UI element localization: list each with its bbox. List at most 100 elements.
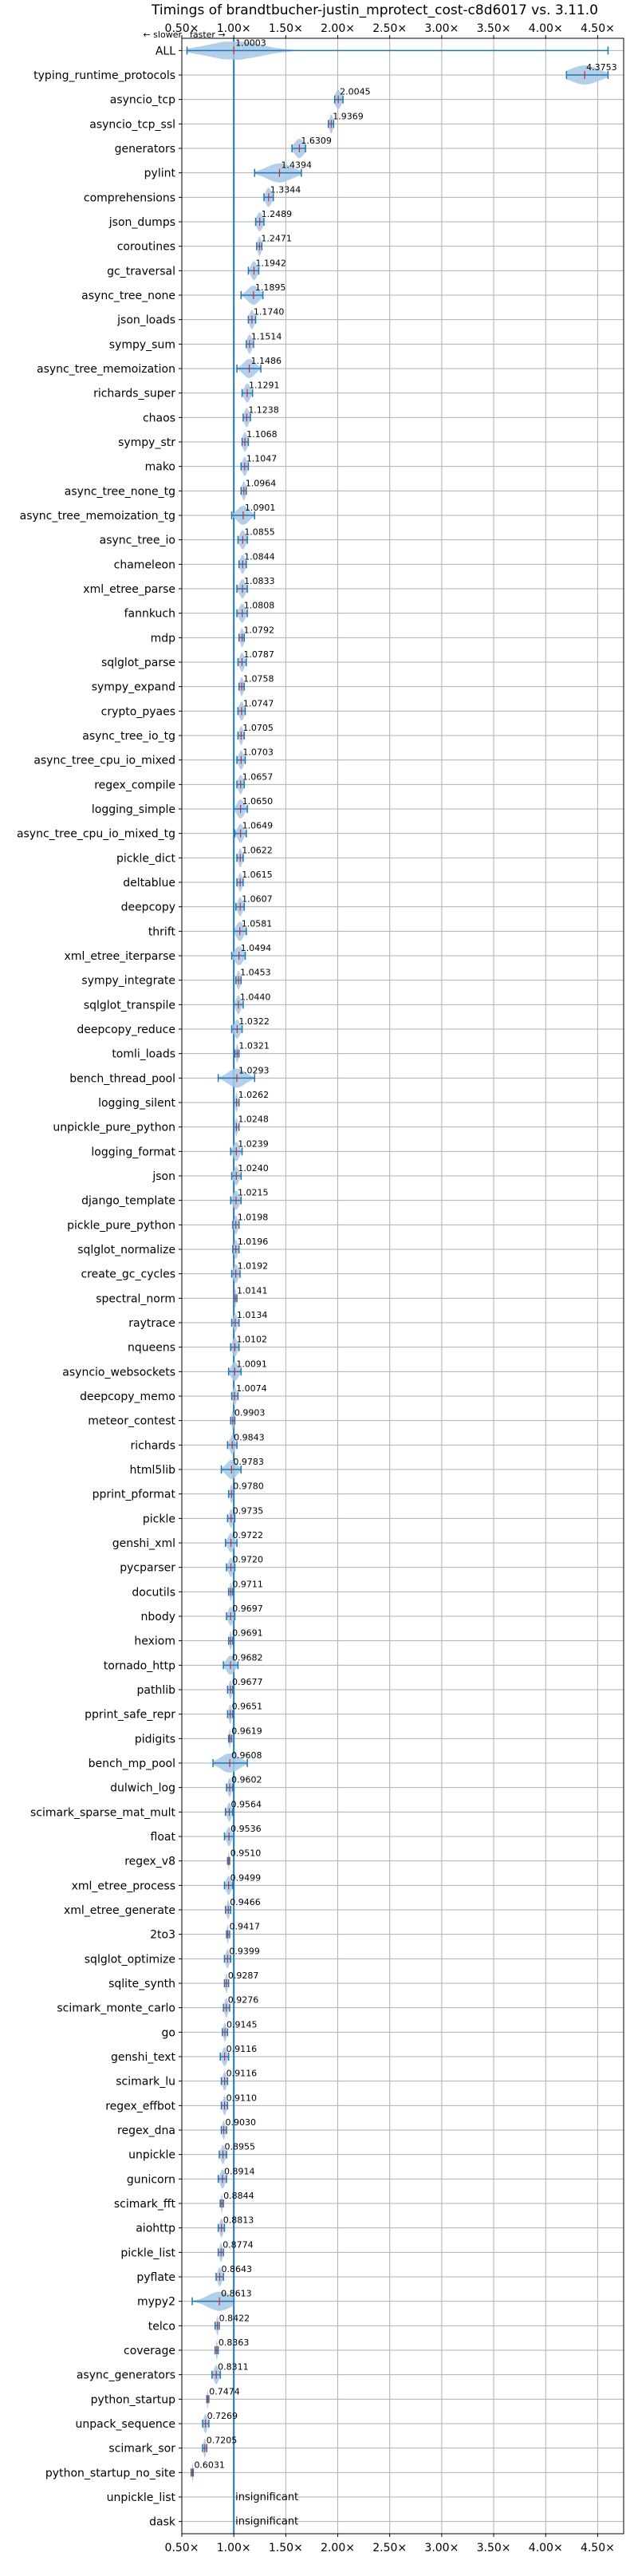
value-label: 0.9903: [234, 1408, 266, 1418]
value-label: 0.9619: [231, 1726, 262, 1736]
value-label: 1.0215: [238, 1188, 269, 1198]
benchmark-label: float: [151, 1831, 176, 1844]
benchmark-label: scimark_fft: [114, 2198, 176, 2211]
value-label: 1.0321: [238, 1041, 270, 1051]
slower-note: ← slower: [143, 30, 182, 40]
benchmark-label: chaos: [143, 412, 175, 424]
benchmark-label: sympy_sum: [109, 338, 175, 351]
value-label: 1.0705: [242, 723, 274, 733]
value-label: 1.1291: [249, 381, 280, 391]
benchmark-label: spectral_norm: [96, 1292, 175, 1305]
benchmark-label: genshi_text: [111, 2051, 176, 2064]
benchmark-label: python_startup: [91, 2393, 175, 2406]
benchmark-label: async_tree_none_tg: [65, 485, 175, 498]
value-label: 0.8422: [219, 2313, 250, 2323]
benchmark-label: sqlglot_parse: [101, 657, 175, 669]
x-tick-label-bottom: 2.00×: [321, 2542, 355, 2554]
benchmark-label: xml_etree_generate: [64, 1904, 175, 1917]
value-label: 0.9608: [231, 1750, 262, 1761]
value-label: 0.9691: [232, 1628, 263, 1639]
value-label: 0.9499: [230, 1872, 262, 1883]
benchmark-label: pyflate: [136, 2271, 175, 2284]
value-label: 2.0045: [340, 87, 371, 97]
x-tick-label-bottom: 3.00×: [424, 2542, 459, 2554]
value-label: 1.1895: [255, 282, 286, 293]
benchmark-label: sympy_expand: [92, 681, 175, 694]
benchmark-label: asyncio_tcp_ssl: [89, 118, 175, 131]
benchmark-label: go: [162, 2026, 175, 2039]
value-label: 1.0074: [236, 1383, 267, 1394]
value-label: 1.0322: [238, 1016, 270, 1027]
benchmark-label: coroutines: [117, 241, 175, 254]
benchmark-label: unpack_sequence: [76, 2418, 175, 2431]
benchmark-label: regex_compile: [94, 779, 175, 791]
value-label: 0.7474: [209, 2386, 240, 2397]
value-label: 1.0134: [237, 1310, 268, 1320]
benchmark-label: sqlglot_transpile: [84, 999, 175, 1012]
value-label: 0.9399: [229, 1946, 260, 1956]
x-tick-label-top: 3.50×: [477, 22, 511, 35]
value-label: 0.9110: [226, 2093, 258, 2103]
benchmark-label: generators: [115, 143, 175, 156]
value-label: 1.0198: [238, 1212, 269, 1222]
benchmark-label: tomli_loads: [112, 1048, 175, 1061]
benchmark-label: aiohttp: [136, 2223, 175, 2235]
benchmark-label: asyncio_websockets: [62, 1366, 175, 1379]
benchmark-label: json_loads: [116, 314, 175, 327]
value-label: 1.0240: [238, 1163, 269, 1174]
value-label: 0.8311: [218, 2362, 249, 2373]
benchmark-label: tornado_http: [104, 1659, 175, 1672]
benchmark-label: genshi_xml: [112, 1537, 175, 1550]
benchmark-label: python_startup_no_site: [45, 2467, 175, 2479]
benchmark-label: async_tree_io_tg: [82, 730, 175, 743]
benchmark-label: pickle_dict: [116, 852, 176, 865]
value-label: 1.0196: [238, 1237, 269, 1247]
benchmark-label: richards_super: [93, 388, 175, 400]
value-label: 1.0581: [242, 918, 273, 929]
benchmark-label: dask: [149, 2516, 176, 2529]
value-label: 0.8774: [223, 2239, 254, 2250]
value-label: 1.0901: [245, 503, 276, 513]
value-label: 1.1514: [251, 331, 282, 341]
insignificant-label: insignificant: [235, 2516, 298, 2528]
benchmark-label: async_tree_cpu_io_mixed: [33, 755, 175, 767]
benchmark-label: richards: [131, 1439, 176, 1452]
benchmark-label: scimark_monte_carlo: [57, 2002, 175, 2015]
x-tick-label-top: 4.50×: [581, 22, 615, 35]
value-label: 1.0703: [242, 748, 274, 758]
benchmark-label: dulwich_log: [110, 1782, 175, 1795]
value-label: 1.1740: [254, 307, 285, 318]
value-label: 0.9722: [233, 1530, 264, 1540]
benchmark-label: html5lib: [130, 1464, 176, 1477]
value-label: 1.0102: [237, 1335, 268, 1345]
benchmark-label: mako: [145, 461, 175, 474]
value-label: 1.0792: [244, 625, 275, 635]
value-label: 0.9843: [234, 1432, 265, 1442]
benchmark-label: async_tree_memoization: [37, 363, 175, 376]
value-label: 0.6031: [194, 2460, 225, 2470]
benchmark-label: json: [152, 1170, 175, 1183]
value-label: 0.8914: [224, 2166, 255, 2176]
benchmark-label: pprint_safe_repr: [85, 1709, 175, 1722]
value-label: 1.0293: [238, 1065, 270, 1075]
value-label: 0.8844: [223, 2191, 254, 2201]
benchmark-label: pickle_list: [120, 2247, 175, 2259]
benchmark-label: pickle_pure_python: [67, 1219, 175, 1232]
benchmark-label: fannkuch: [124, 608, 175, 621]
benchmark-label: gunicorn: [127, 2173, 175, 2186]
value-label: 0.9780: [233, 1481, 264, 1492]
benchmark-label: json_dumps: [108, 216, 175, 229]
value-label: 0.9720: [233, 1555, 264, 1565]
value-label: 1.0192: [238, 1261, 269, 1272]
value-label: 1.1486: [251, 356, 282, 366]
x-tick-label-bottom: 1.00×: [217, 2542, 251, 2554]
value-label: 0.9276: [228, 1995, 259, 2006]
value-label: 4.3753: [586, 62, 617, 73]
x-tick-label-top: 3.00×: [424, 22, 459, 35]
value-label: 1.0747: [243, 698, 274, 708]
benchmark-label: bench_thread_pool: [69, 1072, 175, 1085]
benchmark-label: gc_traversal: [107, 265, 175, 278]
x-tick-label-bottom: 4.00×: [529, 2542, 563, 2554]
benchmark-label: async_tree_none: [81, 290, 175, 302]
